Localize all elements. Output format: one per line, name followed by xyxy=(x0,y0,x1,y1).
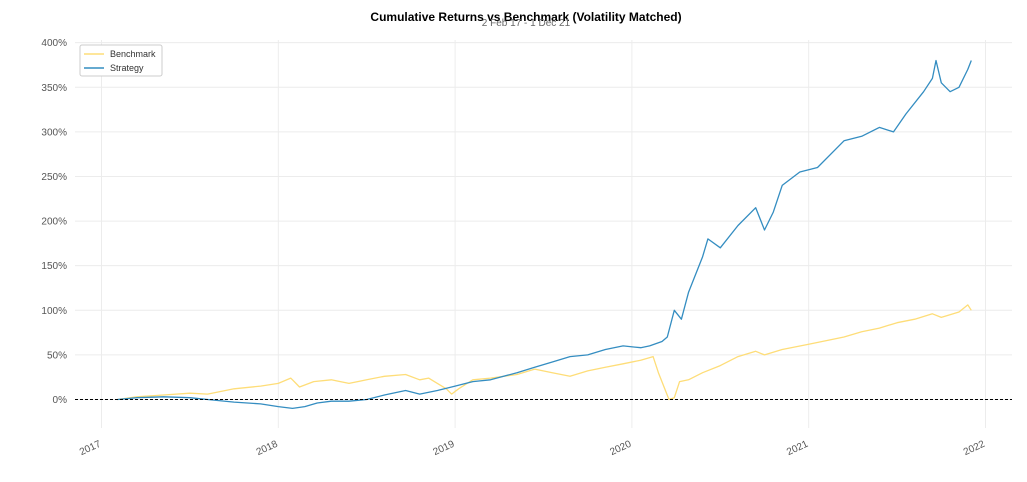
y-tick-label: 300% xyxy=(41,127,67,138)
legend-label: Benchmark xyxy=(110,49,156,59)
chart-title: Cumulative Returns vs Benchmark (Volatil… xyxy=(370,10,681,24)
series-line-benchmark xyxy=(117,304,972,401)
x-tick-label: 2022 xyxy=(962,439,987,459)
y-tick-label: 350% xyxy=(41,83,67,94)
legend-label: Strategy xyxy=(110,63,144,73)
grid xyxy=(75,40,1012,428)
y-tick-label: 250% xyxy=(41,172,67,183)
y-tick-label: 100% xyxy=(41,306,67,317)
y-tick-label: 400% xyxy=(41,38,67,49)
y-tick-label: 50% xyxy=(47,350,67,361)
axis-labels: 0% 50% 100% 150% 200% 250% 300% 350% 400% 2017 201… xyxy=(41,38,987,458)
x-tick-label: 2020 xyxy=(608,439,633,459)
y-tick-label: 200% xyxy=(41,217,67,228)
legend: Benchmark Strategy xyxy=(79,44,163,77)
x-tick-label: 2019 xyxy=(432,439,457,459)
x-tick-label: 2018 xyxy=(255,439,280,459)
y-tick-label: 0% xyxy=(53,395,68,406)
chart-subtitle: 2 Feb 17 - 1 Dec 21 xyxy=(482,18,571,29)
x-tick-label: 2017 xyxy=(78,439,103,459)
series-line-strategy xyxy=(117,59,972,410)
y-tick-label: 150% xyxy=(41,261,67,272)
series-layer xyxy=(75,59,1012,410)
x-tick-label: 2021 xyxy=(785,439,810,459)
